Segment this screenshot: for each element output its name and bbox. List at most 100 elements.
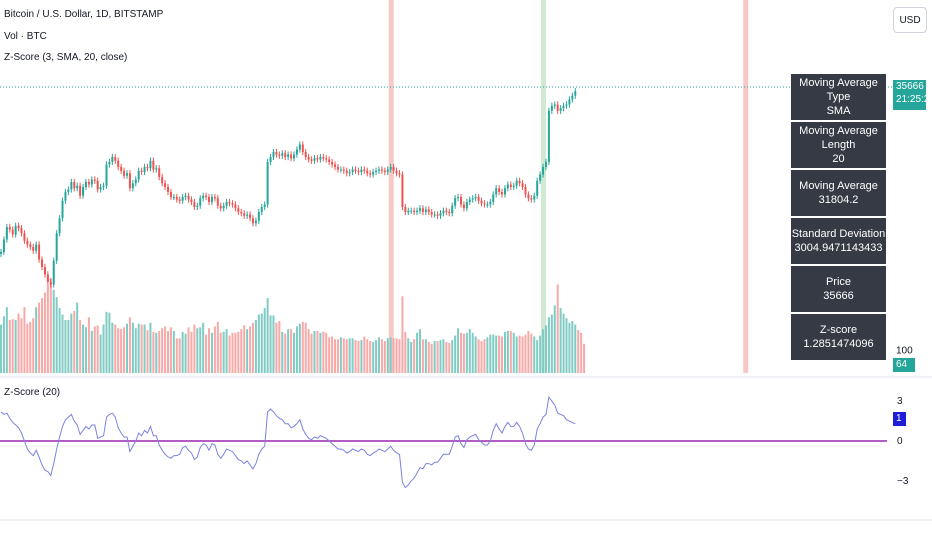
volume-bar bbox=[76, 302, 79, 373]
volume-bar bbox=[61, 314, 64, 373]
volume-bar bbox=[164, 326, 167, 373]
volume-bar bbox=[123, 327, 126, 373]
candle-body bbox=[278, 154, 281, 156]
volume-bar bbox=[249, 326, 252, 373]
volume-bar bbox=[386, 338, 389, 373]
candle-body bbox=[275, 152, 278, 155]
candle-body bbox=[84, 182, 87, 187]
volume-bar bbox=[172, 330, 175, 373]
volume-bar bbox=[380, 339, 383, 373]
volume-bar bbox=[536, 340, 539, 373]
candle-body bbox=[287, 154, 290, 157]
candle-body bbox=[418, 208, 421, 211]
volume-bar bbox=[372, 341, 375, 373]
candle-body bbox=[568, 99, 571, 105]
volume-tick-label: 100 bbox=[896, 346, 913, 357]
volume-bar bbox=[284, 333, 287, 373]
candle-body bbox=[445, 210, 448, 212]
volume-bar bbox=[427, 341, 430, 373]
candle-body bbox=[322, 157, 325, 159]
candle-body bbox=[331, 162, 334, 165]
volume-bar bbox=[319, 332, 322, 373]
volume-bar bbox=[468, 329, 471, 373]
volume-bar bbox=[316, 330, 319, 373]
volume-bar bbox=[134, 328, 137, 373]
volume-legend[interactable]: Vol · BTC bbox=[4, 31, 47, 42]
candle-body bbox=[562, 105, 565, 109]
candle-body bbox=[240, 212, 243, 214]
candle-body bbox=[442, 210, 445, 214]
candle-body bbox=[187, 195, 190, 200]
volume-bar bbox=[348, 338, 351, 373]
candle-body bbox=[243, 213, 246, 216]
volume-bar bbox=[404, 331, 407, 373]
candle-body bbox=[225, 202, 228, 206]
candle-body bbox=[336, 167, 339, 170]
candle-body bbox=[20, 228, 23, 234]
volume-bar bbox=[442, 339, 445, 373]
volume-bar bbox=[322, 331, 325, 373]
volume-bar bbox=[287, 329, 290, 373]
symbol-title[interactable]: Bitcoin / U.S. Dollar, 1D, BITSTAMP bbox=[4, 9, 164, 20]
volume-bar bbox=[210, 332, 213, 373]
volume-bar bbox=[530, 333, 533, 373]
volume-bar bbox=[20, 318, 23, 373]
candle-body bbox=[73, 182, 76, 189]
candle-body bbox=[0, 252, 2, 254]
candle-body bbox=[424, 209, 427, 212]
currency-button[interactable]: USD bbox=[893, 7, 927, 33]
volume-bar bbox=[325, 332, 328, 373]
volume-bar bbox=[445, 341, 448, 373]
volume-bar bbox=[213, 326, 216, 373]
candle-body bbox=[70, 182, 73, 190]
candle-body bbox=[518, 180, 521, 184]
volume-bar bbox=[79, 320, 82, 373]
candle-body bbox=[354, 169, 357, 171]
volume-bar bbox=[307, 329, 310, 373]
volume-bar bbox=[293, 332, 295, 373]
candle-body bbox=[380, 169, 383, 171]
volume-bar bbox=[52, 289, 55, 373]
volume-bar bbox=[87, 317, 90, 373]
indicator-legend[interactable]: Z-Score (3, SMA, 20, close) bbox=[4, 52, 128, 63]
volume-bar bbox=[553, 305, 556, 373]
stat-label: Z-score bbox=[819, 324, 858, 336]
volume-bar bbox=[175, 338, 178, 373]
volume-bar bbox=[457, 328, 460, 373]
volume-bar bbox=[430, 343, 433, 373]
volume-bar bbox=[275, 322, 278, 373]
zscore-pane-title[interactable]: Z-Score (20) bbox=[4, 387, 61, 398]
candle-body bbox=[316, 158, 319, 160]
volume-bar bbox=[413, 339, 416, 373]
candle-body bbox=[290, 154, 293, 159]
candle-body bbox=[281, 153, 284, 156]
candle-body bbox=[503, 188, 506, 195]
candle-body bbox=[167, 187, 170, 192]
candle-body bbox=[213, 197, 216, 199]
candle-body bbox=[117, 160, 120, 167]
candle-body bbox=[480, 200, 483, 204]
candle-body bbox=[137, 170, 140, 180]
candle-body bbox=[108, 162, 111, 165]
volume-bar bbox=[501, 336, 504, 373]
candle-body bbox=[5, 227, 8, 240]
candle-body bbox=[565, 104, 568, 106]
volume-bar bbox=[38, 302, 41, 373]
candle-body bbox=[351, 169, 354, 172]
volume-bar bbox=[140, 324, 143, 373]
volume-bar bbox=[225, 329, 228, 373]
volume-bar bbox=[240, 329, 243, 373]
volume-bar bbox=[260, 313, 263, 373]
volume-bar bbox=[304, 322, 307, 373]
candle-body bbox=[205, 195, 208, 197]
volume-bar bbox=[377, 337, 380, 373]
candle-body bbox=[328, 159, 331, 162]
volume-bar bbox=[345, 339, 348, 373]
volume-bar bbox=[125, 323, 128, 373]
candle-body bbox=[293, 154, 295, 159]
volume-bar bbox=[2, 316, 5, 373]
volume-bar bbox=[234, 332, 237, 373]
candle-body bbox=[43, 267, 46, 275]
candle-body bbox=[298, 144, 301, 150]
candle-body bbox=[492, 194, 495, 202]
